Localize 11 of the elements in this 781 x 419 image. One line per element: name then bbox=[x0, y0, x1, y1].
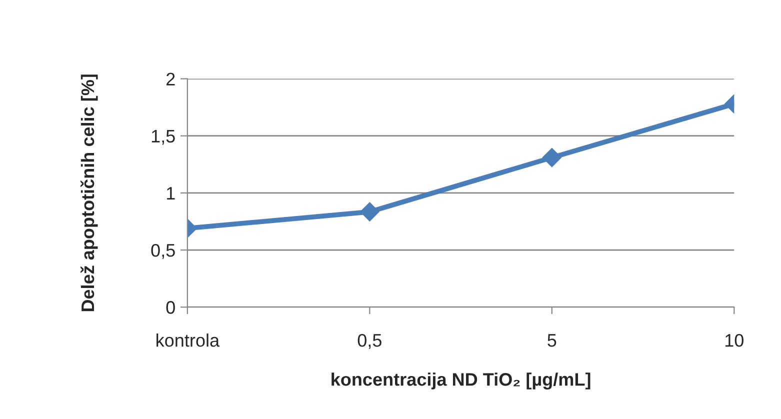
y-tick-label: 0,5 bbox=[151, 244, 175, 259]
y-tick-label: 0 bbox=[166, 301, 175, 314]
y-tick-label: 2 bbox=[166, 72, 175, 86]
y-tick-label: 1,5 bbox=[152, 130, 175, 145]
y-tick-label: 1 bbox=[166, 187, 175, 200]
x-tick-label: 0,5 bbox=[358, 334, 382, 349]
x-tick-label: 10 bbox=[725, 334, 744, 347]
x-tick-label: 5 bbox=[548, 334, 556, 347]
y-axis-title: Delež apoptotičnih celic [%] bbox=[80, 74, 98, 312]
x-axis-title: koncentracija ND TiO₂ [µg/mL] bbox=[332, 372, 590, 390]
x-tick-label: kontrola bbox=[156, 334, 220, 347]
